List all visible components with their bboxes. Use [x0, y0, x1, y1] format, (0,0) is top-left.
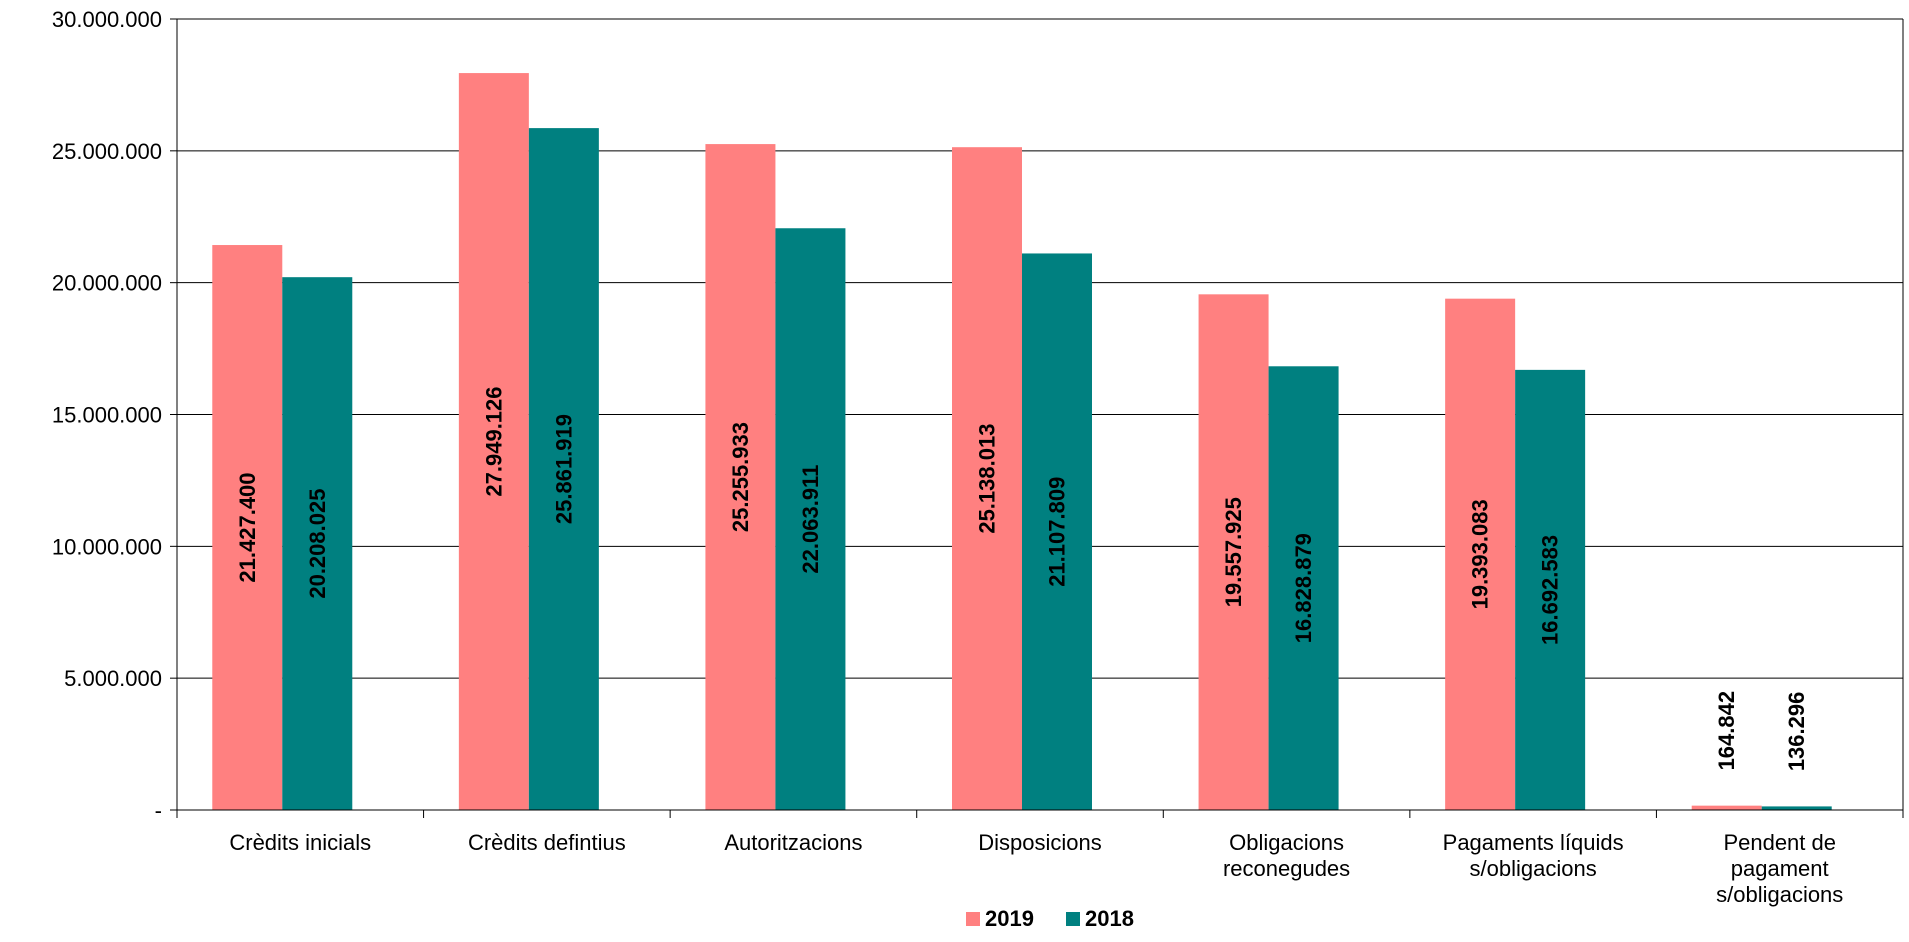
legend-swatch-2018: [1066, 912, 1080, 926]
y-tick-label: 20.000.000: [52, 271, 162, 296]
data-label: 27.949.126: [481, 386, 506, 496]
data-labels: 21.427.400 20.208.025 27.949.126 25.861.919…: [235, 386, 1809, 771]
data-label: 164.842: [1714, 691, 1739, 771]
data-label: 21.107.809: [1045, 477, 1070, 587]
bar-2019: [212, 245, 283, 810]
x-tick-label: s/obligacions: [1716, 882, 1843, 907]
bar-2018: [1022, 253, 1092, 810]
bar-2018: [775, 228, 846, 810]
bar-2019: [1198, 294, 1269, 810]
y-axis-ticks: - 5.000.000 10.000.000 15.000.000 20.000.000…: [52, 7, 177, 823]
bar-2018: [1515, 369, 1586, 810]
bar-2019: [458, 73, 529, 811]
bar-2019: [705, 144, 776, 811]
x-tick-label: s/obligacions: [1470, 856, 1597, 881]
y-tick-label: 25.000.000: [52, 139, 162, 164]
data-label: 25.138.013: [975, 424, 1000, 534]
data-label: 16.692.583: [1538, 535, 1563, 645]
bars: [212, 73, 1832, 811]
x-tick-label: Pendent de: [1723, 830, 1836, 855]
data-label: 136.296: [1784, 692, 1809, 772]
legend-label-2019: 2019: [985, 906, 1034, 931]
y-tick-label: 15.000.000: [52, 403, 162, 428]
x-tick-label: Crèdits defintius: [468, 830, 626, 855]
axes: [176, 18, 1904, 818]
data-label: 22.063.911: [798, 465, 823, 574]
bar-2018: [282, 277, 353, 810]
data-label: 25.861.919: [551, 414, 576, 524]
x-tick-label: Pagaments líquids: [1443, 830, 1624, 855]
legend-label-2018: 2018: [1085, 906, 1134, 931]
data-label: 19.393.083: [1468, 499, 1493, 609]
bar-2018: [1268, 366, 1339, 810]
data-label: 19.557.925: [1221, 497, 1246, 607]
y-tick-label: -: [155, 798, 162, 823]
y-tick-label: 30.000.000: [52, 7, 162, 32]
bar-2019: [1691, 805, 1762, 810]
y-tick-label: 5.000.000: [64, 666, 162, 691]
data-label: 25.255.933: [728, 422, 753, 532]
bar-2019: [952, 147, 1022, 810]
data-label: 21.427.400: [235, 472, 260, 582]
x-axis-labels: Crèdits inicials Crèdits defintius Autorit…: [229, 830, 1843, 907]
x-tick-label: Autoritzacions: [724, 830, 862, 855]
data-label: 16.828.879: [1291, 533, 1316, 643]
x-tick-label: reconegudes: [1223, 856, 1350, 881]
bar-2018: [528, 128, 599, 810]
bar-2019: [1445, 298, 1516, 810]
x-tick-label: Crèdits inicials: [229, 830, 371, 855]
x-tick-label: Disposicions: [978, 830, 1102, 855]
x-tick-label: Obligacions: [1229, 830, 1344, 855]
y-tick-label: 10.000.000: [52, 534, 162, 559]
legend-swatch-2019: [966, 912, 980, 926]
data-label: 20.208.025: [305, 489, 330, 599]
x-tick-label: pagament: [1731, 856, 1829, 881]
legend: 2019 2018: [966, 906, 1134, 931]
bar-2018: [1761, 806, 1832, 810]
